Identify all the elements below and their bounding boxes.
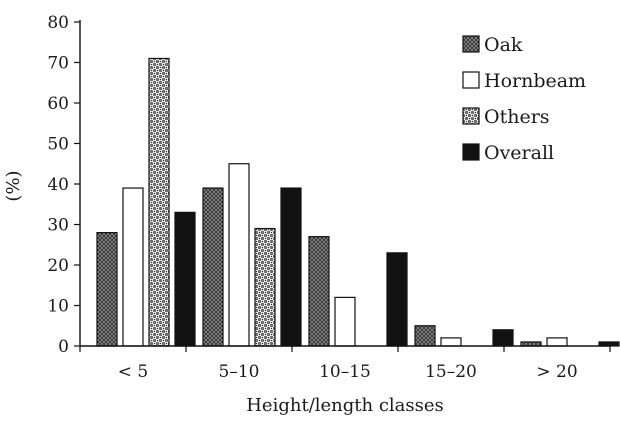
y-tick-label: 60 <box>47 94 69 114</box>
bar-hornbeam-3 <box>440 337 462 347</box>
x-tick-label: > 20 <box>536 362 577 382</box>
legend: Oak Hornbeam Others Overall <box>462 34 586 164</box>
y-tick-label: 30 <box>47 216 69 236</box>
x-tick-label: 15–20 <box>425 362 477 382</box>
y-tick-label: 20 <box>47 256 69 276</box>
bar-overall-1 <box>280 187 302 347</box>
legend-label-overall: Overall <box>484 142 554 164</box>
x-tick-label: 5–10 <box>219 362 260 382</box>
bar-oak-3 <box>414 325 436 347</box>
bar-others-1 <box>254 227 276 347</box>
bars-group <box>96 57 620 347</box>
bar-overall-2 <box>386 252 408 347</box>
y-tick-label: 50 <box>47 135 69 155</box>
y-tick-label: 0 <box>58 337 69 357</box>
x-tick-label: 10–15 <box>319 362 371 382</box>
bar-others-0 <box>148 57 170 347</box>
bar-hornbeam-1 <box>228 163 250 347</box>
y-ticks-group: 0 10 20 30 40 50 60 70 80 <box>47 13 80 357</box>
bar-hornbeam-2 <box>334 296 356 347</box>
legend-label-oak: Oak <box>484 34 523 56</box>
bar-hornbeam-0 <box>122 187 144 347</box>
x-tick-label: < 5 <box>118 362 148 382</box>
y-axis-title: (%) <box>3 170 24 201</box>
bar-overall-3 <box>492 329 514 347</box>
x-ticks-group: < 5 5–10 10–15 15–20 > 20 <box>79 346 611 382</box>
legend-swatch-oak <box>462 35 480 53</box>
legend-swatch-overall <box>462 143 480 161</box>
y-tick-label: 80 <box>47 13 69 33</box>
bar-oak-0 <box>96 232 118 347</box>
legend-label-others: Others <box>484 106 550 128</box>
bar-oak-2 <box>308 236 330 347</box>
bar-hornbeam-4 <box>546 337 568 347</box>
bar-oak-1 <box>202 187 224 347</box>
y-tick-label: 40 <box>47 175 69 195</box>
legend-label-hornbeam: Hornbeam <box>484 70 586 92</box>
legend-swatch-hornbeam <box>462 71 480 89</box>
y-tick-label: 10 <box>47 297 69 317</box>
x-axis-title: Height/length classes <box>246 395 444 416</box>
y-tick-label: 70 <box>47 54 69 74</box>
bar-overall-0 <box>174 211 196 347</box>
legend-swatch-others <box>462 107 480 125</box>
axes-group <box>79 20 610 347</box>
